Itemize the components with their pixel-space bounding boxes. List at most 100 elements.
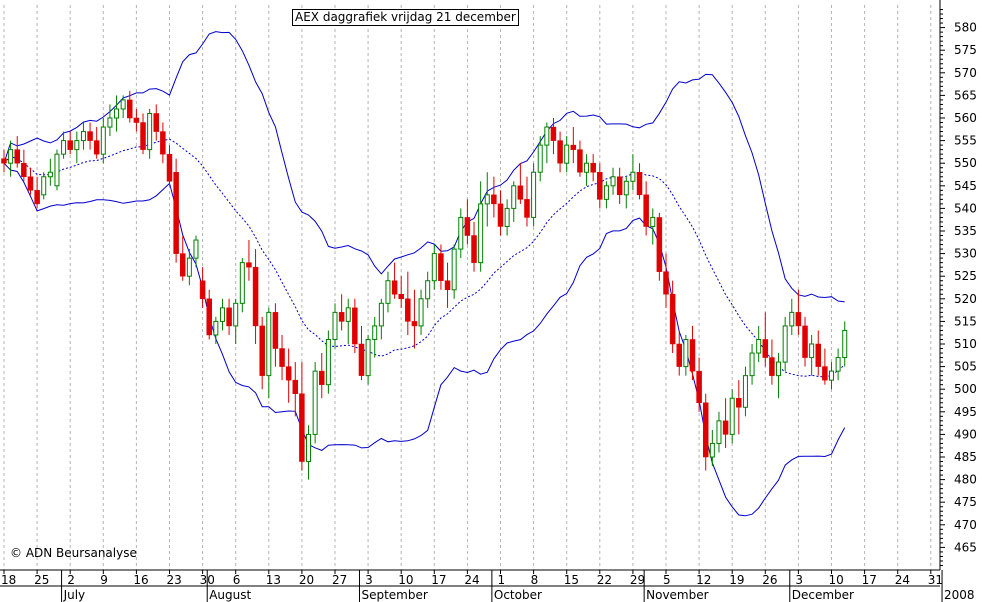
candle-body-up (511, 185, 517, 209)
y-tick-label: 505 (954, 360, 977, 374)
candle-body-down (34, 190, 40, 205)
candle-body-up (345, 307, 351, 322)
y-tick-label: 520 (954, 292, 977, 306)
candle-body-down (405, 298, 411, 322)
x-tick-label: 9 (100, 573, 108, 587)
candle-body-down (722, 420, 729, 435)
y-tick-label: 525 (954, 269, 977, 283)
candle-body-down (736, 397, 742, 408)
candle-body-up (729, 397, 735, 435)
candle-body-up (544, 126, 550, 146)
y-tick-label: 470 (954, 518, 977, 532)
candle-body-down (160, 131, 166, 155)
candle-body-down (815, 343, 822, 367)
y-tick-label: 530 (954, 247, 977, 261)
candle-body-down (669, 294, 676, 345)
candle-body-up (650, 216, 656, 227)
x-tick-label: 1 (498, 573, 506, 587)
x-tick-label: 25 (34, 573, 49, 587)
candle-body-up (431, 253, 437, 282)
month-label: September (361, 588, 427, 602)
candle-body-down (557, 140, 563, 164)
candle-body-down (179, 253, 186, 277)
candle-body-down (352, 307, 358, 345)
candle-body-up (266, 311, 272, 377)
candle-body-up (742, 375, 748, 408)
candle-body-up (531, 171, 537, 218)
month-label: October (494, 588, 542, 602)
candle-body-down (199, 280, 206, 300)
candle-body-up (458, 216, 464, 250)
candle-body-down (471, 235, 477, 263)
candle-body-up (716, 420, 722, 444)
candle-body-up (584, 162, 590, 173)
candle-body-up (418, 298, 424, 327)
y-tick-label: 540 (954, 201, 977, 215)
candle-body-up (306, 433, 312, 463)
candle-body-up (74, 140, 80, 151)
x-tick-label: 15 (564, 573, 579, 587)
candle-body-up (239, 262, 245, 304)
copyright-label: © ADN Beursanalyse (10, 546, 137, 560)
candle-body-up (537, 144, 543, 173)
x-tick-label: 16 (133, 573, 148, 587)
candle-body-down (577, 149, 583, 173)
candle-body-up (835, 357, 841, 372)
y-tick-label: 545 (954, 179, 977, 193)
candle-body-down (173, 171, 179, 254)
candle-body-down (550, 126, 557, 141)
middle-band-line (3, 138, 846, 378)
y-tick-label: 575 (954, 43, 977, 57)
candle-body-down (391, 280, 398, 295)
y-tick-label: 535 (954, 224, 977, 238)
candle-body-down (67, 140, 73, 150)
candle-body-down (762, 339, 769, 358)
x-tick-label: 8 (531, 573, 539, 587)
candle-body-down (206, 298, 212, 336)
candle-body-down (140, 122, 146, 150)
lower-band-line (3, 162, 846, 517)
y-tick-label: 560 (954, 111, 977, 125)
candle-body-up (312, 370, 318, 435)
candle-body-up (193, 239, 199, 259)
x-tick-label: 17 (431, 573, 446, 587)
x-tick-label: 2 (67, 573, 75, 587)
x-tick-label: 10 (829, 573, 844, 587)
candle-body-up (186, 257, 192, 277)
candle-body-down (358, 343, 365, 376)
candle-body-down (570, 144, 577, 150)
candle-body-up (147, 112, 153, 151)
x-tick-label: 27 (332, 573, 347, 587)
y-tick-label: 515 (954, 314, 977, 328)
candle-body-down (524, 199, 530, 218)
candle-body-up (564, 144, 570, 164)
candle-body-down (338, 312, 345, 322)
candle-body-down (616, 176, 623, 196)
x-tick-label: 12 (696, 573, 711, 587)
x-tick-label: 3 (365, 573, 373, 587)
candle-body-up (372, 325, 378, 340)
candle-body-down (795, 312, 802, 327)
candle-body-up (504, 207, 510, 227)
candle-body-up (610, 176, 616, 187)
candle-body-up (776, 361, 782, 377)
candle-body-down (259, 325, 265, 376)
candle-body-up (365, 338, 371, 377)
candle-body-up (332, 311, 338, 340)
candle-body-down (292, 379, 299, 394)
y-tick-label: 550 (954, 156, 977, 170)
candle-body-down (689, 339, 696, 372)
candle-body-down (127, 99, 133, 119)
candle-body-down (444, 280, 451, 291)
candle-body-up (829, 370, 834, 381)
candle-body-down (769, 357, 775, 376)
candle-body-down (438, 253, 444, 281)
candle-body-up (107, 117, 113, 128)
x-tick-label: 23 (167, 573, 182, 587)
month-label: July (63, 588, 86, 602)
y-tick-label: 490 (954, 427, 977, 441)
candle-body-down (93, 140, 100, 155)
candle-body-down (21, 162, 27, 178)
candle-body-up (114, 108, 120, 119)
